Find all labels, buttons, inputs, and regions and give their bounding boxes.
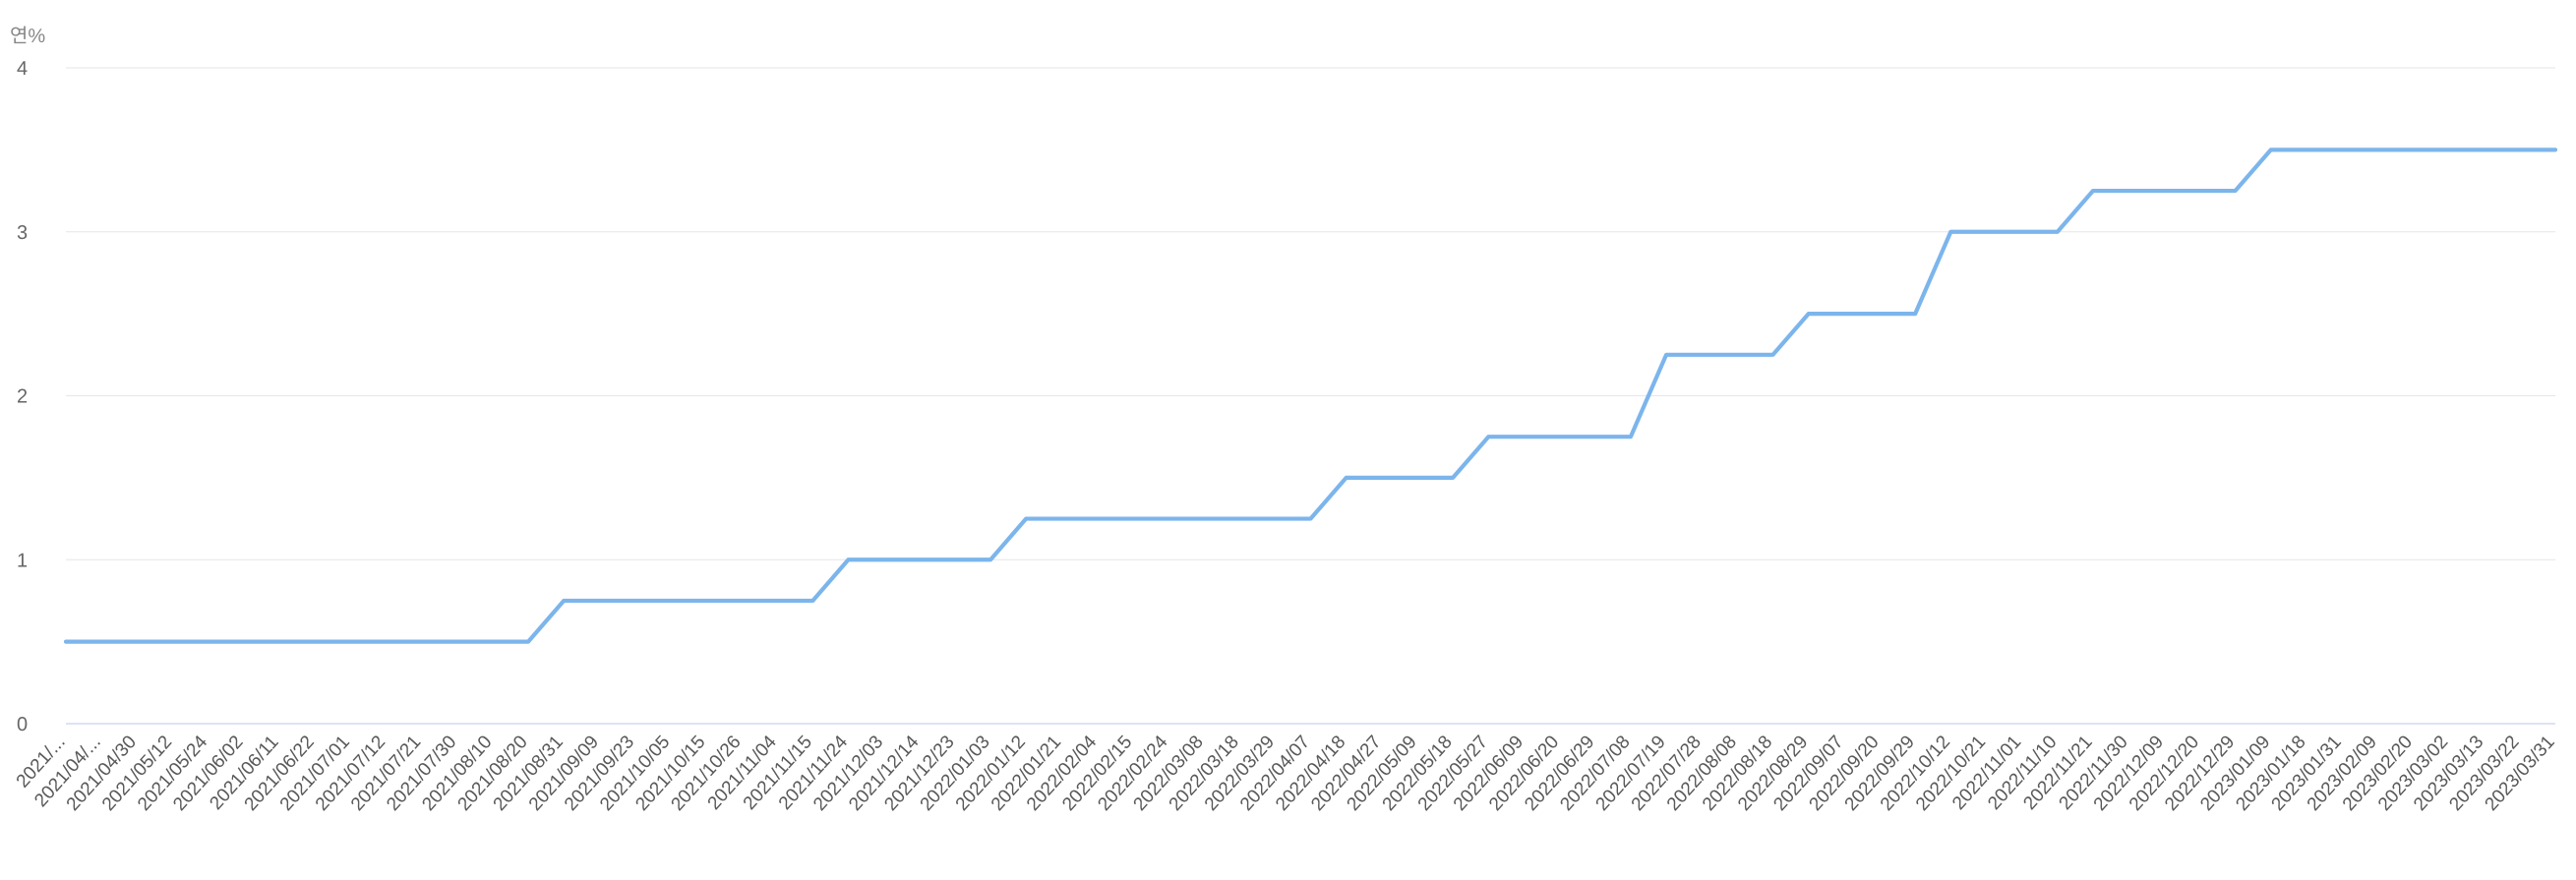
svg-text:1: 1 [17,550,28,571]
svg-text:2: 2 [17,386,28,408]
svg-text:3: 3 [17,222,28,244]
svg-text:4: 4 [17,58,28,80]
svg-text:연%: 연% [10,26,45,47]
svg-text:0: 0 [17,714,28,735]
